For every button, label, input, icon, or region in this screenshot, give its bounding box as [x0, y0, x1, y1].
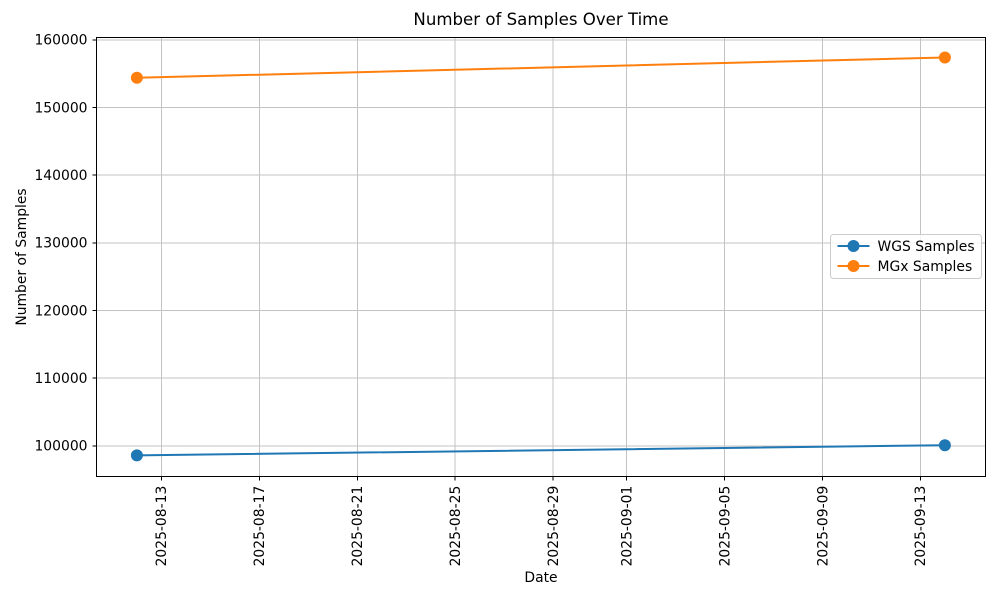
plot-border [96, 37, 986, 478]
x-tick-label: 2025-09-05 [717, 486, 733, 567]
x-tick-label: 2025-08-21 [350, 486, 366, 567]
chart-title: Number of Samples Over Time [413, 10, 668, 29]
data-point-marker [130, 449, 143, 462]
x-tick-label: 2025-09-01 [619, 486, 635, 567]
x-tick-label: 2025-09-13 [913, 486, 929, 567]
x-tick-label: 2025-08-17 [252, 486, 268, 567]
y-tick-label: 120000 [34, 303, 87, 319]
legend-label: MGx Samples [878, 259, 973, 275]
y-tick-label: 130000 [34, 236, 87, 252]
x-tick-label: 2025-09-09 [815, 486, 831, 567]
series-layer [130, 51, 951, 462]
y-tick-label: 100000 [34, 439, 87, 455]
legend-label: WGS Samples [878, 239, 975, 255]
x-axis-label: Date [524, 570, 557, 586]
y-tick-label: 140000 [34, 168, 87, 184]
y-tick-label: 150000 [34, 100, 87, 116]
y-tick-label: 110000 [34, 371, 87, 387]
legend-marker [847, 260, 860, 272]
y-tick-label: 160000 [34, 33, 87, 49]
series-line-0 [135, 444, 946, 457]
legend-marker [847, 240, 860, 252]
series-line-1 [135, 56, 946, 79]
x-tick-label: 2025-08-13 [154, 486, 170, 567]
data-point-marker [130, 71, 143, 84]
grid-layer [96, 37, 986, 477]
legend: WGS Samples MGx Samples [830, 234, 982, 279]
data-point-marker [938, 439, 951, 452]
frame-layer: 100000 110000 120000 130000 140000 150000 1600… [34, 33, 986, 567]
x-tick-label: 2025-08-29 [546, 486, 562, 567]
y-axis-label: Number of Samples [14, 188, 30, 325]
x-tick-label: 2025-08-25 [448, 486, 464, 567]
data-point-marker [938, 51, 951, 64]
